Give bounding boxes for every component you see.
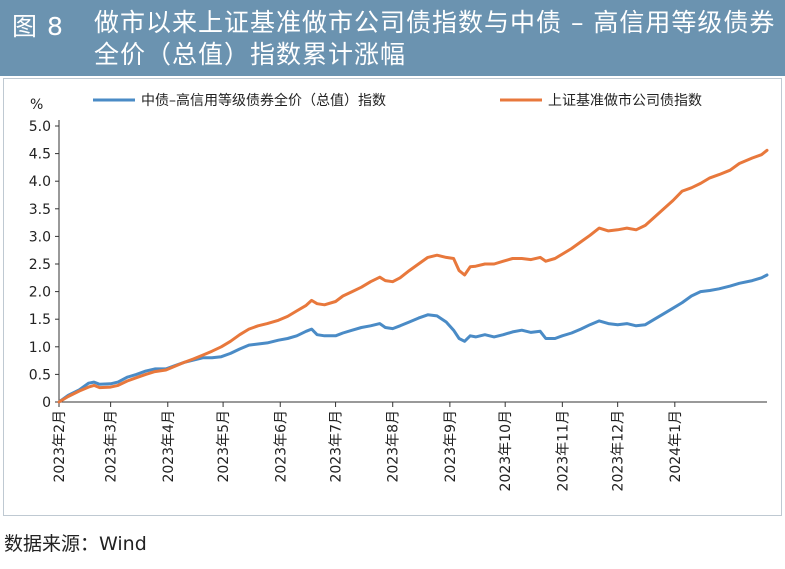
y-tick-label: 4.5 [29, 147, 51, 163]
y-axis-unit: % [30, 97, 43, 113]
figure-header: 图 8 做市以来上证基准做市公司债指数与中债 – 高信用等级债券全价（总值）指数… [0, 0, 785, 76]
x-tick-label: 2023年12月 [611, 410, 627, 491]
series-layer [57, 148, 769, 404]
legend-label-1: 中债–高信用等级债券全价（总值）指数 [141, 92, 386, 109]
y-tick-label: 4.0 [29, 174, 51, 190]
y-tick-label: 2.5 [29, 257, 51, 273]
y-tick-label: 3.5 [29, 202, 51, 218]
x-tick-label: 2023年5月 [216, 410, 232, 483]
source-note: 数据来源：Wind [4, 533, 147, 555]
x-tick-label: 2023年9月 [443, 410, 459, 483]
legend: 中债–高信用等级债券全价（总值）指数 上证基准做市公司债指数 [93, 92, 702, 109]
figure-label: 图 8 [12, 12, 64, 41]
series-line-1 [57, 273, 769, 404]
x-tick-label: 2023年10月 [498, 410, 514, 491]
x-tick-label: 2023年6月 [273, 410, 289, 483]
x-tick-label: 2023年3月 [104, 410, 120, 483]
y-tick-label: 0 [42, 395, 51, 411]
y-tick-label: 1.0 [29, 340, 51, 356]
y-tick-label: 3.0 [29, 229, 51, 245]
y-tick-label: 1.5 [29, 312, 51, 328]
x-tick-label: 2023年8月 [386, 410, 402, 483]
line-chart: 中债–高信用等级债券全价（总值）指数 上证基准做市公司债指数 % 0 0.5 1.0 1… [29, 92, 769, 491]
x-tick-label: 2023年11月 [555, 410, 571, 491]
x-tick-label: 2024年1月 [668, 410, 684, 483]
x-tick-label: 2023年4月 [161, 410, 177, 483]
axes: 0 0.5 1.0 1.5 2.0 2.5 3.0 3.5 4.0 4.5 5.0 2023年2月 20… [29, 119, 767, 491]
series-line-2 [57, 148, 769, 404]
y-tick-label: 2.0 [29, 285, 51, 301]
legend-label-2: 上证基准做市公司债指数 [548, 92, 702, 109]
x-tick-label: 2023年7月 [329, 410, 345, 483]
x-tick-label: 2023年2月 [52, 410, 68, 483]
y-tick-label: 0.5 [29, 367, 51, 383]
figure-title: 做市以来上证基准做市公司债指数与中债 – 高信用等级债券全价（总值）指数累计涨幅 [94, 8, 776, 69]
y-tick-label: 5.0 [29, 119, 51, 135]
chart-area: 中债–高信用等级债券全价（总值）指数 上证基准做市公司债指数 % 0 0.5 1.0 1… [3, 78, 782, 516]
